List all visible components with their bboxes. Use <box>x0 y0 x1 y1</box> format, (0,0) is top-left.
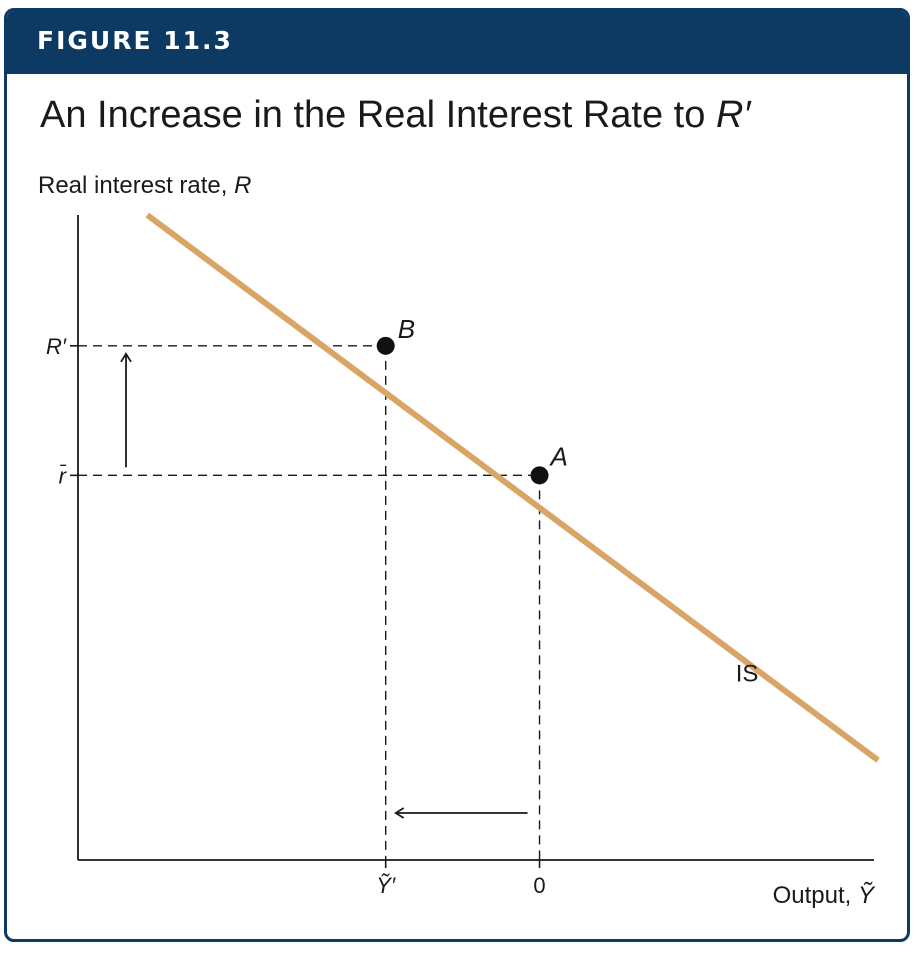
chart-title-variable: R′ <box>715 94 751 136</box>
y-axis-label: Real interest rate, R <box>38 172 251 199</box>
point-b-label: B <box>398 314 415 344</box>
chart-title-text: An Increase in the Real Interest Rate to <box>40 94 716 136</box>
chart-title: An Increase in the Real Interest Rate to… <box>40 94 751 137</box>
arrow-up-head <box>120 352 132 363</box>
x-axis-label-variable: Ỹ <box>858 882 876 909</box>
y-axis-label-variable: R <box>234 172 251 199</box>
point-a-marker <box>530 466 549 485</box>
is-curve-label: IS <box>736 660 759 687</box>
x-tick-label-yprime: Ỹ′ <box>376 873 396 898</box>
x-axis-label: Output, Ỹ <box>773 882 876 909</box>
is-curve-line <box>145 212 880 763</box>
point-a-label: A <box>549 441 568 471</box>
figure-label: FIGURE 11.3 <box>37 26 233 55</box>
y-axis-label-text: Real interest rate, <box>38 172 234 199</box>
arrow-left-head <box>393 807 405 819</box>
point-b-marker <box>376 336 395 355</box>
x-axis-label-text: Output, <box>773 882 858 909</box>
y-tick-label-rprime: R′ <box>46 334 67 359</box>
x-tick-label-zero: 0 <box>533 873 545 898</box>
y-tick-label-rbar: r̄ <box>59 463 68 488</box>
figure-banner: FIGURE 11.3 <box>7 11 907 74</box>
